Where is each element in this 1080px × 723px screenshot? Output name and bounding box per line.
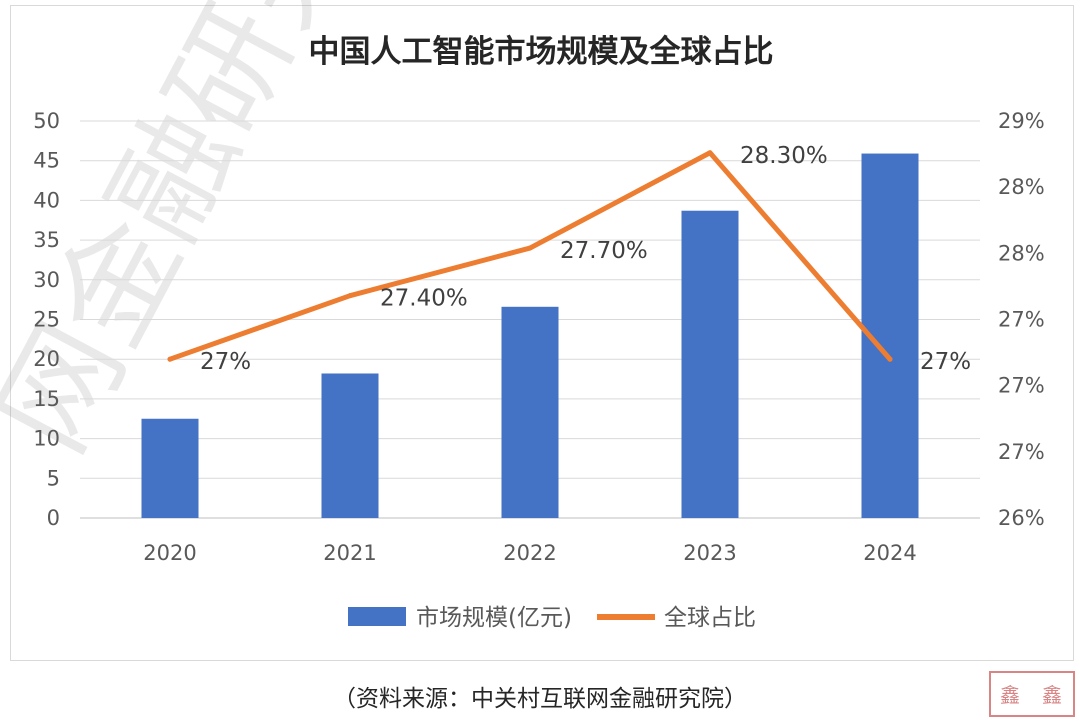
left-tick-label: 30: [33, 268, 60, 292]
bar-layer: [141, 153, 919, 519]
right-tick-label: 29%: [998, 109, 1045, 133]
stamp-logo: 鑫 鑫: [989, 671, 1075, 717]
x-tick-label: 2020: [143, 541, 196, 565]
bar: [501, 306, 559, 518]
right-tick-label: 27%: [998, 440, 1045, 464]
left-tick-label: 15: [33, 387, 60, 411]
source-note: （资料来源：中关村互联网金融研究院）: [333, 686, 747, 712]
line-point: [527, 245, 533, 251]
right-tick-layer: 26% 27% 27% 27% 28% 28% 29%: [998, 109, 1045, 530]
legend: 市场规模(亿元) 全球占比: [348, 605, 756, 631]
line-point: [887, 356, 893, 362]
right-tick-label: 27%: [998, 308, 1045, 332]
left-tick-label: 25: [33, 308, 60, 332]
legend-bar-swatch: [348, 607, 406, 626]
line-value-label: 27%: [920, 349, 971, 375]
line-point: [167, 356, 173, 362]
left-tick-label: 40: [33, 188, 60, 212]
bar: [321, 373, 379, 518]
line-point: [707, 150, 713, 156]
x-tick-label: 2023: [683, 541, 736, 565]
stamp-char-1: 鑫: [1000, 683, 1020, 707]
right-tick-label: 28%: [998, 241, 1045, 265]
legend-line-label: 全球占比: [664, 605, 756, 631]
left-tick-label: 10: [33, 427, 60, 451]
label-layer: 27% 27.40% 27.70% 28.30% 27%: [200, 143, 971, 375]
xtick-layer: 2020 2021 2022 2023 2024: [143, 541, 916, 565]
stamp-char-2: 鑫: [1042, 683, 1062, 707]
line-value-label: 28.30%: [740, 143, 828, 169]
right-tick-label: 28%: [998, 175, 1045, 199]
line-value-label: 27.70%: [560, 238, 648, 264]
right-tick-label: 26%: [998, 506, 1045, 530]
left-tick-layer: 0 5 10 15 20 25 30 35 40 45 50: [33, 109, 60, 530]
line-value-label: 27.40%: [380, 286, 468, 312]
right-tick-label: 27%: [998, 374, 1045, 398]
legend-bar-label: 市场规模(亿元): [416, 605, 572, 631]
bar: [141, 418, 199, 518]
line-point: [347, 293, 353, 299]
chart-title: 中国人工智能市场规模及全球占比: [309, 34, 774, 70]
left-tick-label: 45: [33, 149, 60, 173]
left-tick-label: 35: [33, 228, 60, 252]
x-tick-label: 2022: [503, 541, 556, 565]
left-tick-label: 20: [33, 347, 60, 371]
line-value-label: 27%: [200, 349, 251, 375]
x-tick-label: 2021: [323, 541, 376, 565]
left-tick-label: 0: [47, 506, 60, 530]
left-tick-label: 5: [47, 466, 60, 490]
bar: [681, 210, 739, 519]
x-tick-label: 2024: [863, 541, 916, 565]
line-layer: [167, 150, 893, 362]
left-tick-label: 50: [33, 109, 60, 133]
